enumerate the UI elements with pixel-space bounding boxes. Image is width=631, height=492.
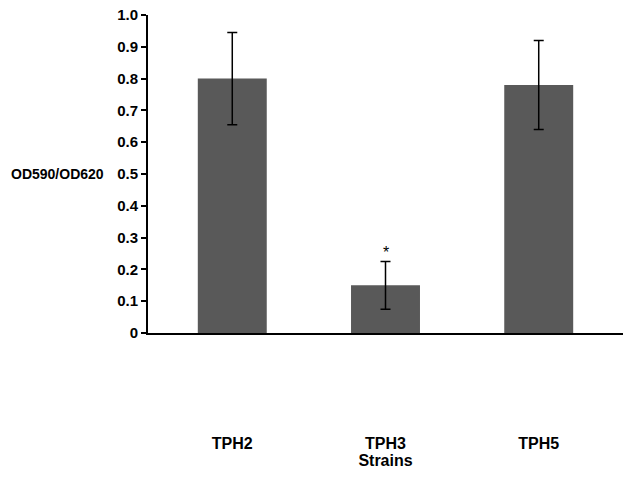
svg-text:OD590/OD620: OD590/OD620 — [11, 166, 104, 182]
svg-text:0.8: 0.8 — [117, 70, 138, 87]
svg-text:0: 0 — [130, 324, 138, 341]
svg-text:TPH5: TPH5 — [518, 435, 559, 452]
svg-text:0.6: 0.6 — [117, 133, 138, 150]
svg-text:0.4: 0.4 — [117, 197, 139, 214]
svg-text:TPH2: TPH2 — [212, 435, 253, 452]
svg-text:1.0: 1.0 — [117, 6, 138, 23]
svg-text:TPH3: TPH3 — [365, 435, 406, 452]
svg-text:*: * — [383, 244, 389, 261]
svg-text:0.1: 0.1 — [117, 292, 138, 309]
svg-text:0.5: 0.5 — [117, 165, 138, 182]
svg-text:0.2: 0.2 — [117, 261, 138, 278]
svg-text:0.3: 0.3 — [117, 229, 138, 246]
svg-text:0.7: 0.7 — [117, 102, 138, 119]
svg-text:0.9: 0.9 — [117, 38, 138, 55]
svg-text:Strains: Strains — [358, 452, 412, 469]
